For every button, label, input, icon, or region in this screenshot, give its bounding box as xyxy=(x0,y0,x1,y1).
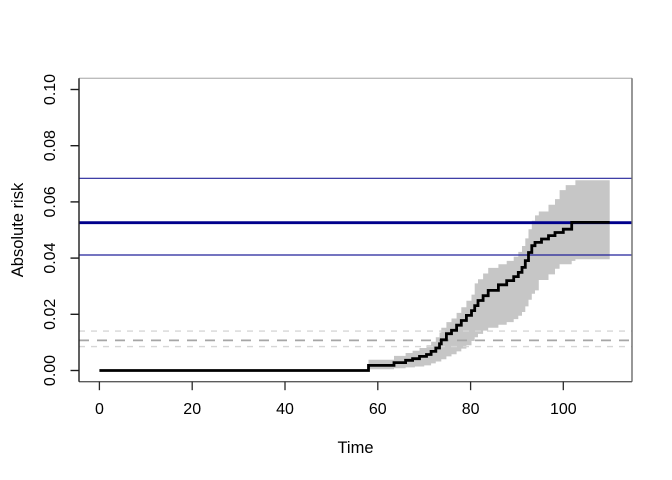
confidence-band-layer xyxy=(99,179,610,371)
x-tick-label: 100 xyxy=(550,401,577,418)
y-tick-label: 0.10 xyxy=(42,74,59,105)
y-tick-label: 0.08 xyxy=(42,130,59,161)
pointwise-confidence-band xyxy=(99,179,610,371)
y-axis-title: Absolute risk xyxy=(9,182,27,277)
x-tick-label: 20 xyxy=(183,401,201,418)
x-tick-label: 60 xyxy=(369,401,387,418)
reference-lines-layer xyxy=(79,177,632,348)
x-axis: 0 20 40 60 80 100 xyxy=(95,381,577,418)
x-tick-label: 80 xyxy=(462,401,480,418)
absolute-risk-estimate xyxy=(99,221,610,372)
risk-curve-layer xyxy=(99,221,610,372)
x-tick-label: 0 xyxy=(95,401,104,418)
x-axis-title: Time xyxy=(337,439,373,457)
y-tick-label: 0.06 xyxy=(42,186,59,217)
y-tick-label: 0.00 xyxy=(42,355,59,386)
y-tick-label: 0.04 xyxy=(42,242,59,273)
x-tick-label: 40 xyxy=(276,401,294,418)
y-axis: 0.00 0.02 0.04 0.06 0.08 0.10 xyxy=(42,74,79,386)
y-tick-label: 0.02 xyxy=(42,299,59,330)
